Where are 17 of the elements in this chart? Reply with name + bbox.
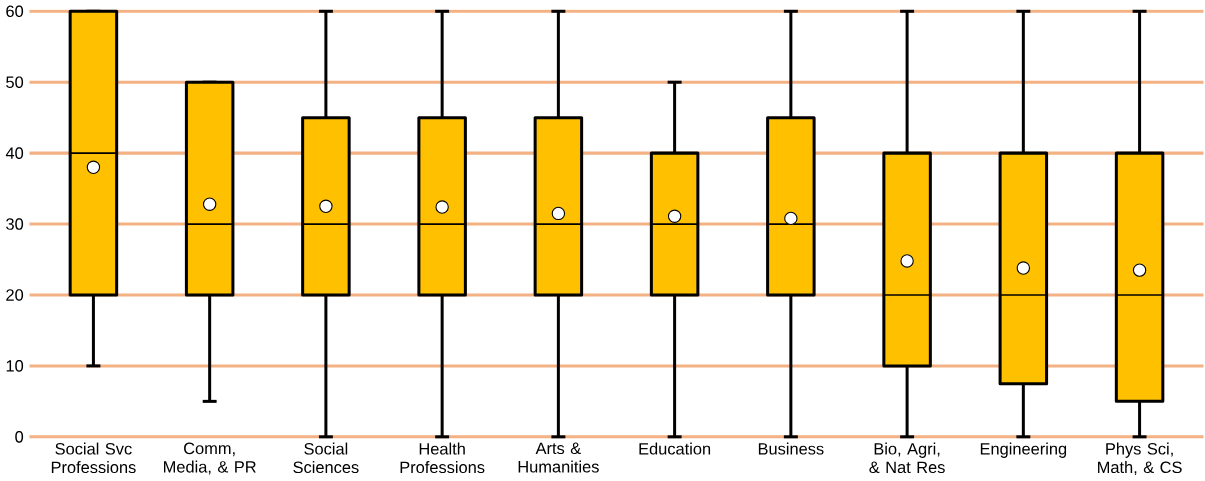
y-tick-label: 20 xyxy=(6,289,24,302)
x-tick-label: Health Professions xyxy=(400,442,485,474)
y-tick-label: 40 xyxy=(5,147,24,160)
x-tick-label: Social Svc Professions xyxy=(51,442,136,474)
x-tick-label: Social Sciences xyxy=(293,442,359,474)
x-tick-label: Engineering xyxy=(980,442,1067,459)
y-tick-label: 0 xyxy=(15,431,24,443)
y-tick-label: 50 xyxy=(6,76,24,89)
y-tick-label: 10 xyxy=(6,360,24,372)
x-tick-label: Bio, Agri, & Nat Res xyxy=(869,442,945,474)
x-tick-label: Business xyxy=(758,442,824,455)
x-tick-label: Arts & Humanities xyxy=(518,442,599,473)
x-tick-label: Comm, Media, & PR xyxy=(164,442,256,475)
y-tick-label: 30 xyxy=(6,218,24,231)
y-tick-label: 60 xyxy=(6,5,24,18)
x-tick-label: Education xyxy=(639,442,711,455)
x-tick-label: Phys Sci, Math, & CS xyxy=(1098,442,1182,476)
